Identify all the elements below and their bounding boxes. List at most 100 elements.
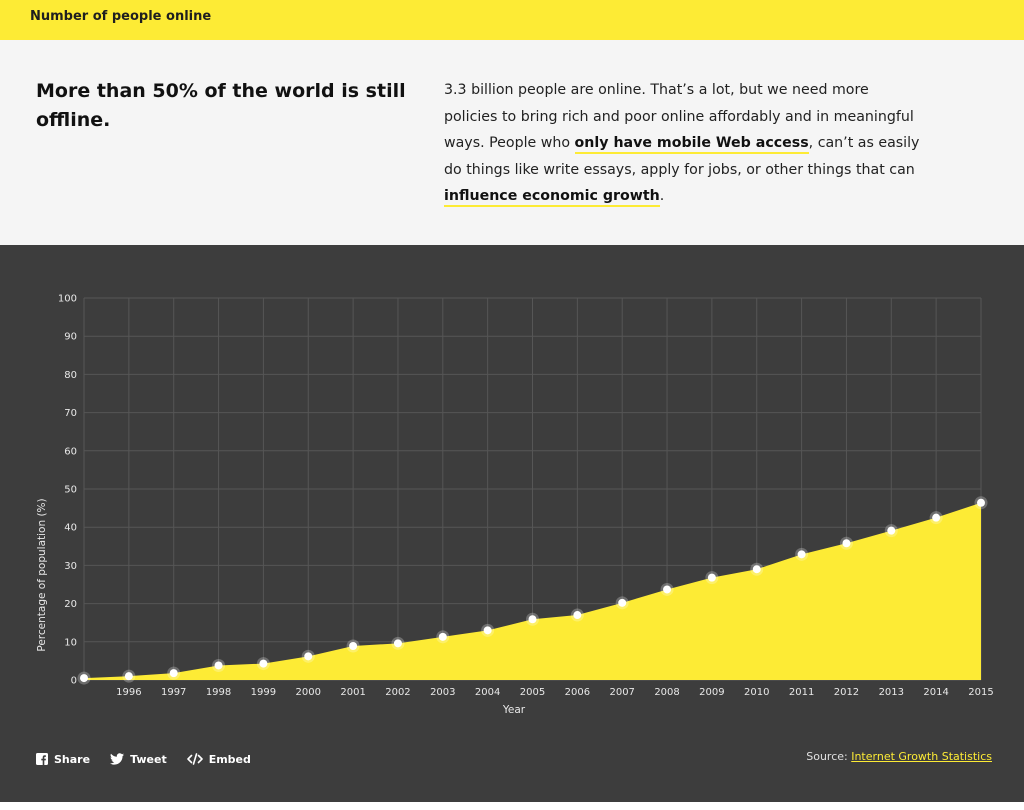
x-tick-label: 2006	[565, 687, 590, 698]
x-tick-label: 2002	[385, 687, 410, 698]
data-point-dot	[483, 626, 492, 635]
data-point[interactable]	[839, 536, 853, 550]
data-point-dot	[573, 611, 582, 620]
x-tick-label: 2013	[879, 687, 904, 698]
data-point-dot	[214, 661, 223, 670]
x-axis-label: Year	[502, 704, 526, 716]
intro-section: More than 50% of the world is still offl…	[0, 40, 1024, 245]
x-tick-label: 1998	[206, 687, 231, 698]
data-point[interactable]	[346, 639, 360, 653]
area-chart: 0 10 20 30 40 50 60 70 80 90 100 1996 1997 1998 1999 2…	[36, 294, 994, 717]
data-point-dot	[887, 526, 896, 535]
data-point-dot	[842, 539, 851, 548]
data-point[interactable]	[212, 658, 226, 672]
share-label: Share	[54, 752, 91, 766]
data-point-dot	[618, 598, 627, 607]
data-point[interactable]	[301, 649, 315, 663]
data-point[interactable]	[122, 669, 136, 683]
y-tick-label: 20	[64, 599, 77, 610]
y-tick-label: 30	[64, 561, 77, 572]
data-point[interactable]	[974, 496, 988, 510]
x-tick-label: 1996	[116, 687, 141, 698]
tweet-label: Tweet	[130, 752, 167, 766]
x-tick-label: 2005	[520, 687, 545, 698]
facebook-icon	[36, 753, 48, 765]
x-tick-label: 2014	[923, 687, 948, 698]
link-economic-growth[interactable]: influence economic growth	[444, 188, 660, 207]
y-tick-label: 0	[71, 676, 77, 687]
source-link[interactable]: Internet Growth Statistics	[851, 750, 992, 763]
data-point[interactable]	[481, 623, 495, 637]
intro-text-2: , can’t as easily do things like write e…	[444, 135, 920, 178]
series-points	[77, 496, 988, 685]
data-point-dot	[169, 669, 178, 678]
data-point[interactable]	[570, 608, 584, 622]
data-point-dot	[707, 573, 716, 582]
data-point[interactable]	[884, 524, 898, 538]
tweet-button[interactable]: Tweet	[110, 753, 167, 766]
data-point-dot	[393, 639, 402, 648]
share-actions: Share Tweet Embed	[36, 751, 271, 767]
x-tick-label: 2015	[968, 687, 993, 698]
x-axis-ticks: 1996 1997 1998 1999 2000 2001 2002 2003 2004 2005…	[116, 687, 994, 698]
x-tick-label: 2010	[744, 687, 769, 698]
data-point[interactable]	[705, 571, 719, 585]
data-point-dot	[438, 632, 447, 641]
y-tick-label: 50	[64, 485, 77, 496]
source-credit: Source: Internet Growth Statistics	[806, 750, 992, 763]
data-point-dot	[124, 672, 133, 681]
intro-text-3: .	[659, 188, 665, 204]
share-button[interactable]: Share	[36, 753, 90, 766]
data-point-dot	[977, 498, 985, 507]
data-point-dot	[932, 513, 941, 522]
y-tick-label: 80	[64, 370, 77, 381]
y-tick-label: 90	[64, 332, 77, 343]
code-icon	[186, 753, 203, 765]
y-tick-label: 60	[64, 446, 77, 457]
intro-paragraph: 3.3 billion people are online. That’s a …	[444, 77, 924, 210]
page-title: Number of people online	[30, 9, 212, 24]
source-prefix: Source:	[806, 750, 852, 763]
x-tick-label: 2007	[609, 687, 634, 698]
data-point[interactable]	[929, 511, 943, 525]
data-point-dot	[752, 565, 761, 574]
data-point[interactable]	[77, 671, 91, 685]
link-mobile-web-access[interactable]: only have mobile Web access	[574, 135, 809, 154]
data-point-dot	[304, 652, 313, 661]
data-point[interactable]	[615, 596, 629, 610]
data-point[interactable]	[795, 547, 809, 561]
headline: More than 50% of the world is still offl…	[36, 80, 406, 131]
data-point[interactable]	[391, 636, 405, 650]
data-point-dot	[797, 550, 806, 559]
x-tick-label: 1999	[251, 687, 276, 698]
data-point-dot	[349, 642, 358, 651]
data-point[interactable]	[750, 562, 764, 576]
data-point[interactable]	[436, 630, 450, 644]
data-point[interactable]	[167, 666, 181, 680]
chart-panel: 0 10 20 30 40 50 60 70 80 90 100 1996 1997 1998 1999 2…	[0, 245, 1024, 802]
data-point[interactable]	[256, 657, 270, 671]
x-tick-label: 2001	[340, 687, 365, 698]
x-tick-label: 2008	[654, 687, 679, 698]
x-tick-label: 2004	[475, 687, 500, 698]
bottom-strip	[0, 802, 1024, 810]
intro-text-1: 3.3 billion people are online. That’s a …	[444, 82, 914, 151]
data-point-dot	[259, 659, 268, 668]
y-axis-label: Percentage of population (%)	[36, 498, 48, 651]
embed-label: Embed	[208, 752, 251, 766]
data-point[interactable]	[526, 612, 539, 626]
series-area	[84, 502, 981, 680]
y-tick-label: 40	[64, 523, 77, 534]
data-point-dot	[528, 615, 537, 624]
data-point[interactable]	[660, 582, 674, 596]
twitter-icon	[110, 753, 125, 765]
y-axis-ticks: 0 10 20 30 40 50 60 70 80 90 100	[58, 294, 77, 687]
x-tick-label: 2011	[789, 687, 814, 698]
x-tick-label: 2000	[296, 687, 321, 698]
top-bar: Number of people online	[0, 0, 1024, 40]
data-point-dot	[663, 585, 672, 594]
embed-button[interactable]: Embed	[186, 752, 251, 766]
x-tick-label: 2009	[699, 687, 724, 698]
y-tick-label: 100	[58, 294, 77, 305]
x-tick-label: 2003	[430, 687, 455, 698]
